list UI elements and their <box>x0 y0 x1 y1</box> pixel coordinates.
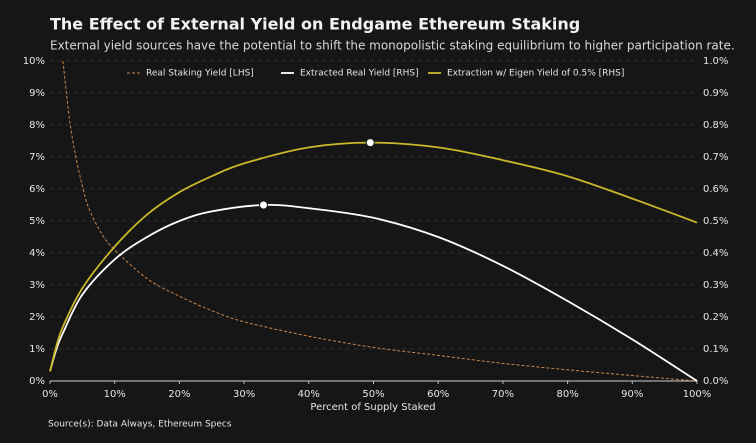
x-tick-label: 70% <box>492 389 514 400</box>
x-axis-label: Percent of Supply Staked <box>310 402 435 413</box>
y2-tick-label: 0.2% <box>703 312 728 323</box>
x-tick-label: 20% <box>168 389 190 400</box>
x-tick-label: 10% <box>104 389 126 400</box>
y-tick-label: 8% <box>29 120 45 131</box>
y-tick-label: 1% <box>29 344 45 355</box>
x-tick-label: 80% <box>556 389 578 400</box>
y2-tick-label: 0.9% <box>703 88 728 99</box>
y2-tick-label: 0.6% <box>703 184 728 195</box>
y2-tick-label: 0.0% <box>703 376 728 387</box>
chart-subtitle: External yield sources have the potentia… <box>50 39 735 53</box>
y-tick-label: 2% <box>29 312 45 323</box>
y-tick-label: 5% <box>29 216 45 227</box>
x-tick-label: 50% <box>362 389 384 400</box>
y-tick-label: 9% <box>29 88 45 99</box>
x-tick-label: 90% <box>621 389 643 400</box>
legend-label: Extracted Real Yield [RHS] <box>300 69 419 79</box>
series-line <box>62 60 698 382</box>
source: Source(s): Data Always, Ethereum Specs <box>48 420 232 430</box>
y2-tick-label: 0.5% <box>703 216 728 227</box>
legend-label: Extraction w/ Eigen Yield of 0.5% [RHS] <box>447 69 624 79</box>
peak-marker <box>365 138 375 148</box>
y2-tick-label: 0.8% <box>703 120 728 131</box>
y-tick-label: 3% <box>29 280 45 291</box>
x-tick-label: 30% <box>233 389 255 400</box>
x-tick-label: 0% <box>42 389 58 400</box>
y2-tick-label: 0.7% <box>703 152 728 163</box>
y-tick-label: 0% <box>29 376 45 387</box>
y-tick-label: 10% <box>23 56 45 67</box>
x-tick-label: 100% <box>683 389 712 400</box>
y2-tick-label: 0.4% <box>703 248 728 259</box>
series-line <box>49 203 698 382</box>
y2-tick-label: 1.0% <box>703 56 728 67</box>
chart-title: The Effect of External Yield on Endgame … <box>50 15 580 34</box>
y-tick-label: 4% <box>29 248 45 259</box>
y2-tick-label: 0.3% <box>703 280 728 291</box>
y-tick-label: 6% <box>29 184 45 195</box>
series-line <box>49 141 698 372</box>
y2-tick-label: 0.1% <box>703 344 728 355</box>
y-tick-label: 7% <box>29 152 45 163</box>
legend-label: Real Staking Yield [LHS] <box>146 69 254 79</box>
peak-marker <box>259 200 269 210</box>
x-tick-label: 60% <box>427 389 449 400</box>
x-tick-label: 40% <box>298 389 320 400</box>
